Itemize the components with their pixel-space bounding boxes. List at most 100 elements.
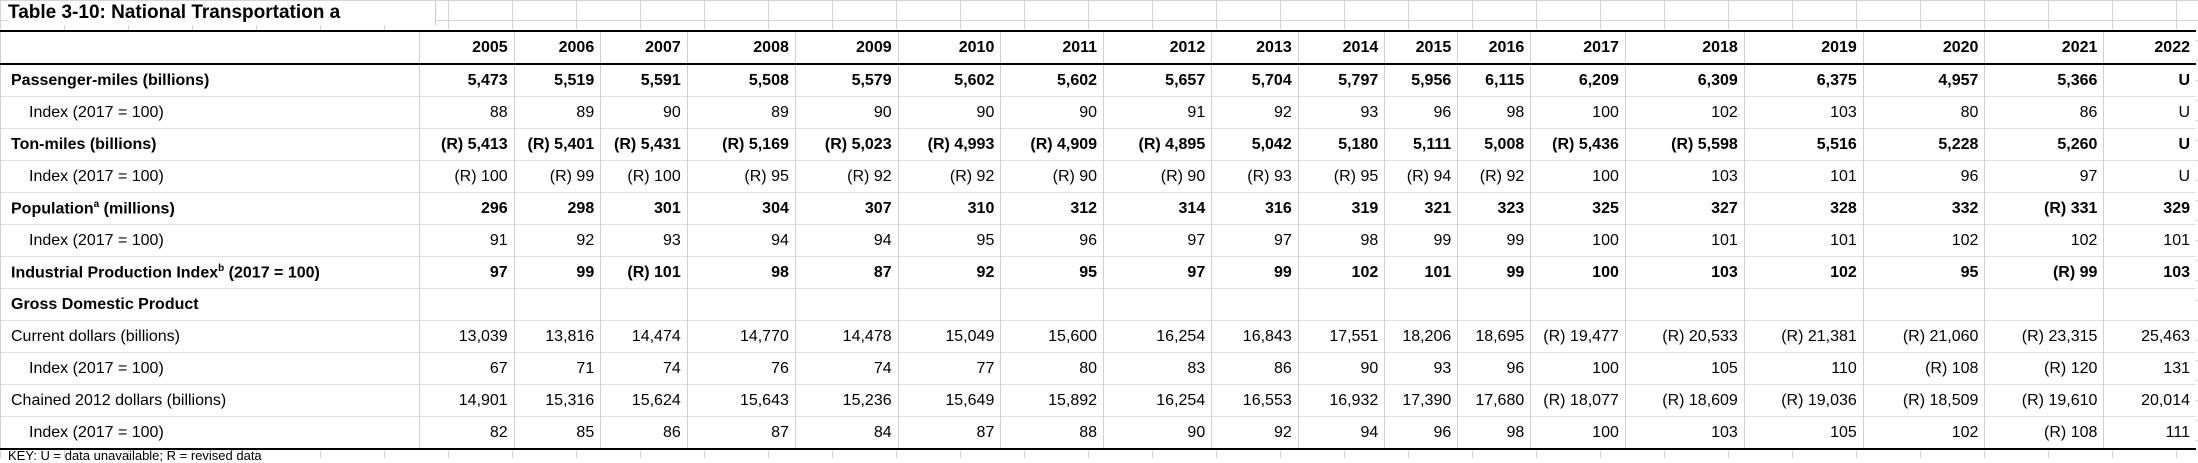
- data-cell[interactable]: 15,649: [897, 384, 1001, 417]
- data-cell[interactable]: 5,704: [1211, 63, 1299, 97]
- data-cell[interactable]: 15,624: [600, 384, 688, 417]
- data-cell[interactable]: 99: [1457, 224, 1531, 257]
- data-cell[interactable]: 5,508: [686, 63, 796, 97]
- data-cell[interactable]: 80: [1000, 352, 1104, 385]
- data-cell[interactable]: 95: [897, 224, 1001, 257]
- year-header-2005[interactable]: 2005: [419, 30, 515, 64]
- data-cell[interactable]: 98: [1457, 416, 1531, 449]
- data-cell[interactable]: (R) 18,509: [1862, 384, 1985, 417]
- data-cell[interactable]: 93: [1384, 352, 1458, 385]
- data-cell[interactable]: 99: [1457, 256, 1531, 289]
- data-cell[interactable]: 88: [419, 96, 515, 129]
- data-cell[interactable]: 74: [600, 352, 688, 385]
- data-cell[interactable]: [1384, 288, 1458, 321]
- data-cell[interactable]: 5,366: [1984, 63, 2104, 97]
- year-header-2015[interactable]: 2015: [1384, 30, 1458, 64]
- data-cell[interactable]: 15,049: [897, 320, 1001, 353]
- data-cell[interactable]: 16,843: [1211, 320, 1299, 353]
- data-cell[interactable]: (R) 92: [794, 160, 899, 193]
- data-cell[interactable]: 17,680: [1457, 384, 1531, 417]
- data-cell[interactable]: 310: [897, 192, 1001, 225]
- year-header-2019[interactable]: 2019: [1743, 30, 1864, 64]
- data-cell[interactable]: 319: [1297, 192, 1385, 225]
- data-cell[interactable]: 89: [686, 96, 796, 129]
- data-cell[interactable]: 17,551: [1297, 320, 1385, 353]
- data-cell[interactable]: (R) 18,609: [1624, 384, 1745, 417]
- data-cell[interactable]: [2103, 288, 2196, 321]
- data-cell[interactable]: 316: [1211, 192, 1299, 225]
- data-cell[interactable]: (R) 5,169: [686, 128, 796, 161]
- year-header-2006[interactable]: 2006: [513, 30, 601, 64]
- data-cell[interactable]: 5,591: [600, 63, 688, 97]
- data-cell[interactable]: (R) 19,477: [1530, 320, 1626, 353]
- data-cell[interactable]: 5,657: [1103, 63, 1212, 97]
- data-cell[interactable]: 18,695: [1457, 320, 1531, 353]
- data-cell[interactable]: 5,519: [513, 63, 601, 97]
- year-header-2013[interactable]: 2013: [1211, 30, 1299, 64]
- data-cell[interactable]: (R) 108: [1862, 352, 1985, 385]
- row-label[interactable]: Current dollars (billions): [0, 320, 420, 353]
- data-cell[interactable]: 100: [1530, 352, 1626, 385]
- data-cell[interactable]: 102: [1624, 96, 1745, 129]
- year-header-2021[interactable]: 2021: [1984, 30, 2104, 64]
- data-cell[interactable]: 90: [794, 96, 899, 129]
- data-cell[interactable]: 95: [1000, 256, 1104, 289]
- data-cell[interactable]: 5,008: [1457, 128, 1531, 161]
- data-cell[interactable]: [1457, 288, 1531, 321]
- data-cell[interactable]: 99: [1211, 256, 1299, 289]
- data-cell[interactable]: 102: [1743, 256, 1864, 289]
- data-cell[interactable]: [419, 288, 515, 321]
- data-cell[interactable]: (R) 101: [600, 256, 688, 289]
- data-cell[interactable]: 87: [686, 416, 796, 449]
- data-cell[interactable]: 86: [1984, 96, 2104, 129]
- year-header-2018[interactable]: 2018: [1624, 30, 1745, 64]
- data-cell[interactable]: [1103, 288, 1212, 321]
- data-cell[interactable]: [794, 288, 899, 321]
- data-cell[interactable]: (R) 4,909: [1000, 128, 1104, 161]
- data-cell[interactable]: 94: [686, 224, 796, 257]
- data-cell[interactable]: 16,932: [1297, 384, 1385, 417]
- data-cell[interactable]: (R) 95: [686, 160, 796, 193]
- data-cell[interactable]: (R) 19,036: [1743, 384, 1864, 417]
- data-cell[interactable]: 101: [1743, 160, 1864, 193]
- data-cell[interactable]: 91: [1103, 96, 1212, 129]
- data-cell[interactable]: 105: [1743, 416, 1864, 449]
- data-cell[interactable]: 15,316: [513, 384, 601, 417]
- data-cell[interactable]: 5,579: [794, 63, 899, 97]
- data-cell[interactable]: [1297, 288, 1385, 321]
- year-header-2010[interactable]: 2010: [897, 30, 1001, 64]
- data-cell[interactable]: 14,770: [686, 320, 796, 353]
- data-cell[interactable]: 97: [1984, 160, 2104, 193]
- data-cell[interactable]: 92: [513, 224, 601, 257]
- data-cell[interactable]: 6,375: [1743, 63, 1864, 97]
- data-cell[interactable]: (R) 5,431: [600, 128, 688, 161]
- row-label[interactable]: Index (2017 = 100): [0, 352, 420, 385]
- row-label[interactable]: Index (2017 = 100): [0, 160, 420, 193]
- data-cell[interactable]: [1984, 288, 2104, 321]
- data-cell[interactable]: 87: [897, 416, 1001, 449]
- data-cell[interactable]: 6,309: [1624, 63, 1745, 97]
- data-cell[interactable]: 101: [1743, 224, 1864, 257]
- year-header-2007[interactable]: 2007: [600, 30, 688, 64]
- row-label[interactable]: Index (2017 = 100): [0, 416, 420, 449]
- data-cell[interactable]: 5,260: [1984, 128, 2104, 161]
- data-cell[interactable]: 5,516: [1743, 128, 1864, 161]
- data-cell[interactable]: [513, 288, 601, 321]
- data-cell[interactable]: 307: [794, 192, 899, 225]
- data-cell[interactable]: 94: [794, 224, 899, 257]
- data-cell[interactable]: 25,463: [2103, 320, 2196, 353]
- data-cell[interactable]: 102: [1297, 256, 1385, 289]
- data-cell[interactable]: [1624, 288, 1745, 321]
- data-cell[interactable]: 96: [1862, 160, 1985, 193]
- data-cell[interactable]: 100: [1530, 96, 1626, 129]
- footnote[interactable]: KEY: U = data unavailable; R = revised d…: [8, 448, 262, 463]
- data-cell[interactable]: (R) 100: [419, 160, 515, 193]
- data-cell[interactable]: U: [2103, 128, 2196, 161]
- data-cell[interactable]: 98: [686, 256, 796, 289]
- data-cell[interactable]: 94: [1297, 416, 1385, 449]
- data-cell[interactable]: 91: [419, 224, 515, 257]
- data-cell[interactable]: (R) 21,060: [1862, 320, 1985, 353]
- data-cell[interactable]: [1530, 288, 1626, 321]
- data-cell[interactable]: (R) 92: [1457, 160, 1531, 193]
- data-cell[interactable]: 15,643: [686, 384, 796, 417]
